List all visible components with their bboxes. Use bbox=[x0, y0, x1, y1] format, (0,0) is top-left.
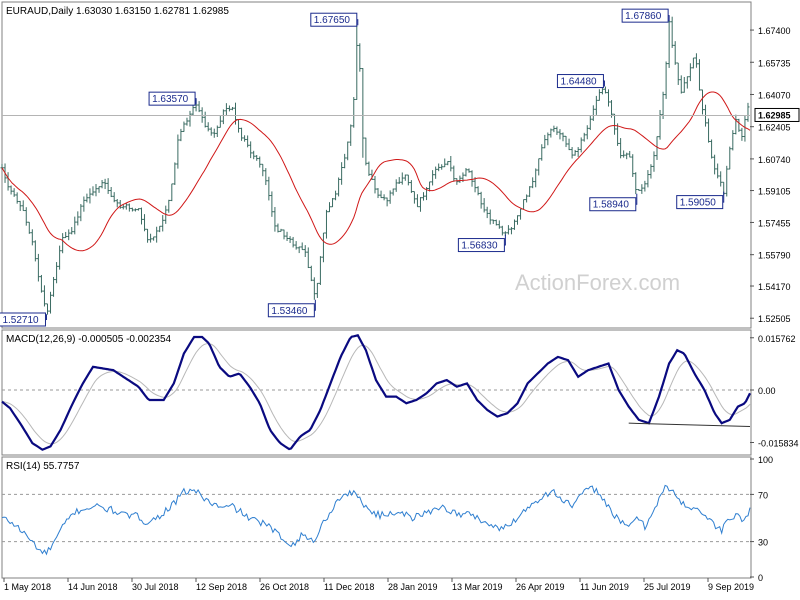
annotation-label: 1.53460 bbox=[271, 306, 308, 317]
annotation-label: 1.52710 bbox=[2, 315, 39, 326]
annotations-group: 1.52710 1.63570 1.53460 1.67650 1.56830 1.644… bbox=[0, 8, 725, 327]
x-tick-label: 26 Apr 2019 bbox=[516, 582, 565, 592]
moving-average-line bbox=[1, 91, 751, 252]
rsi-group: 100 70 30 0 bbox=[1, 455, 773, 583]
y-tick-label: 1.54170 bbox=[758, 282, 791, 292]
x-tick-label: 13 Mar 2019 bbox=[452, 582, 503, 592]
annotation-label: 1.63570 bbox=[152, 94, 189, 105]
y-tick-label: 1.65735 bbox=[758, 58, 791, 68]
annotation-box bbox=[0, 312, 46, 327]
current-price-badge bbox=[754, 107, 800, 122]
y-tick-label: 1.60740 bbox=[758, 155, 791, 165]
macd-panel bbox=[1, 329, 752, 456]
x-tick-label: 30 Jul 2018 bbox=[132, 582, 179, 592]
moving-average-group bbox=[1, 91, 751, 252]
x-tick-label: 14 Jun 2018 bbox=[68, 582, 118, 592]
annotation-box bbox=[457, 238, 505, 253]
annotation-box bbox=[676, 195, 724, 210]
annotation-box bbox=[556, 74, 604, 89]
rsi-y-tick-label: 30 bbox=[758, 538, 768, 548]
annotation-label: 1.67650 bbox=[314, 15, 351, 26]
rsi-label: RSI(14) 55.7757 bbox=[6, 461, 80, 472]
watermark-text: ActionForex.com bbox=[515, 270, 680, 295]
macd-y-tick-label: -0.015834 bbox=[758, 439, 799, 449]
rsi-y-tick-label: 100 bbox=[758, 455, 773, 465]
y-tick-label: 1.52505 bbox=[758, 314, 791, 324]
annotation-label: 1.64480 bbox=[560, 77, 597, 88]
y-tick-label: 1.67400 bbox=[758, 26, 791, 36]
y-tick-label: 1.62405 bbox=[758, 123, 791, 133]
y-tick-label: 1.55790 bbox=[758, 251, 791, 261]
y-tick-label: 1.64070 bbox=[758, 90, 791, 100]
x-tick-label: 1 May 2018 bbox=[4, 582, 51, 592]
annotation-box bbox=[589, 197, 637, 212]
annotation-box bbox=[621, 8, 669, 23]
x-tick-label: 26 Oct 2018 bbox=[260, 582, 309, 592]
y-tick-label: 1.57455 bbox=[758, 218, 791, 228]
x-tick-label: 12 Sep 2018 bbox=[196, 582, 247, 592]
x-tick-label: 28 Jan 2019 bbox=[388, 582, 438, 592]
watermark-group: ActionForex.com bbox=[515, 270, 680, 295]
rsi-line bbox=[1, 484, 751, 556]
macd-signal-line bbox=[1, 342, 751, 445]
annotation-box bbox=[267, 303, 315, 318]
x-tick-label: 11 Jun 2019 bbox=[580, 582, 629, 592]
macd-line bbox=[1, 334, 751, 451]
x-tick-label: 9 Sep 2019 bbox=[708, 582, 754, 592]
annotation-label: 1.67860 bbox=[625, 11, 662, 22]
x-tick-label: 11 Dec 2018 bbox=[324, 582, 374, 592]
current-price-label: 1.62985 bbox=[758, 110, 791, 120]
annotation-label: 1.56830 bbox=[461, 241, 498, 252]
macd-divergence-line bbox=[628, 422, 751, 427]
macd-y-tick-label: 0.015762 bbox=[758, 334, 796, 344]
annotation-label: 1.58940 bbox=[593, 200, 630, 211]
annotation-label: 1.59050 bbox=[680, 198, 717, 209]
y-tick-label: 1.59105 bbox=[758, 187, 791, 197]
chart-header: EURAUD,Daily 1.63030 1.63150 1.62781 1.6… bbox=[6, 6, 229, 17]
price-y-axis: 1.67400 1.65735 1.64070 1.62405 1.60740 1.591… bbox=[750, 26, 800, 324]
macd-label: MACD(12,26,9) -0.000505 -0.002354 bbox=[6, 334, 172, 345]
annotation-box bbox=[310, 12, 358, 27]
macd-group: 0.015762 0.00 -0.015834 bbox=[1, 334, 799, 451]
rsi-y-tick-label: 70 bbox=[758, 490, 768, 500]
x-axis: 1 May 2018 14 Jun 2018 30 Jul 2018 12 Sep 2… bbox=[3, 578, 754, 592]
rsi-y-tick-label: 0 bbox=[758, 573, 763, 583]
annotation-box bbox=[148, 91, 196, 106]
x-tick-label: 25 Jul 2019 bbox=[644, 582, 691, 592]
macd-y-tick-label: 0.00 bbox=[758, 386, 776, 396]
candles-group bbox=[0, 16, 750, 315]
